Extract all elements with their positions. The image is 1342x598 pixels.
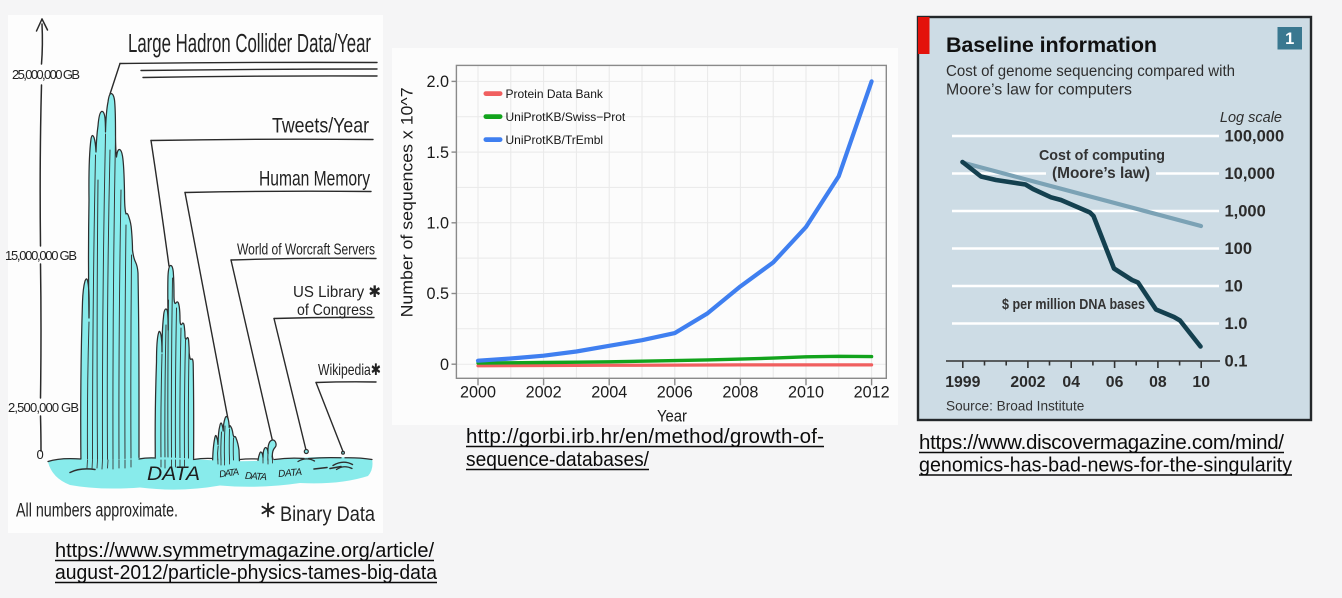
svg-text:https://www.discovermagazine.c: https://www.discovermagazine.com/mind/ [919,431,1284,454]
svg-text:2,500,000 GB: 2,500,000 GB [8,400,79,415]
svg-text:2006: 2006 [657,384,693,402]
svg-text:1: 1 [1285,30,1294,48]
svg-text:08: 08 [1149,374,1167,391]
svg-text:Protein Data Bank: Protein Data Bank [506,87,604,101]
svg-text:World of Worcraft Servers: World of Worcraft Servers [237,242,375,259]
svg-text:10: 10 [1192,374,1210,391]
svg-text:Tweets/Year: Tweets/Year [272,115,369,138]
svg-text:Human Memory: Human Memory [259,168,370,191]
svg-text:Log scale: Log scale [1220,110,1282,126]
svg-text:15,000,000 GB: 15,000,000 GB [5,248,77,263]
svg-text:25,000,000 GB: 25,000,000 GB [12,67,80,82]
svg-text:UniProtKB/Swiss−Prot: UniProtKB/Swiss−Prot [506,110,626,124]
svg-text:US Library ✱: US Library ✱ [293,284,381,301]
svg-text:Cost of genome sequencing comp: Cost of genome sequencing compared with [946,63,1235,80]
svg-text:Wikipedia✱: Wikipedia✱ [318,362,381,379]
svg-text:DATA: DATA [147,464,200,485]
svg-text:DATA: DATA [278,467,303,480]
svg-text:Moore’s law for computers: Moore’s law for computers [946,82,1132,99]
svg-text:DATA: DATA [219,467,240,481]
svg-text:of Congress: of Congress [297,302,373,319]
svg-text:Large Hadron Collider Data/Yea: Large Hadron Collider Data/Year [128,30,371,58]
svg-text:0.1: 0.1 [1225,353,1248,371]
svg-text:10: 10 [1225,278,1243,296]
svg-text:genomics-has-bad-news-for-the-: genomics-has-bad-news-for-the-singularit… [919,454,1293,477]
svg-text:Source: Broad Institute: Source: Broad Institute [946,399,1084,414]
svg-text:0.5: 0.5 [426,285,449,303]
svg-text:0: 0 [37,447,44,462]
svg-text:2010: 2010 [788,384,824,402]
svg-text:$ per million DNA bases: $ per million DNA bases [1002,297,1145,313]
svg-text:06: 06 [1106,374,1124,391]
svg-text:10,000: 10,000 [1225,165,1275,183]
svg-text:https://www.symmetrymagazine.o: https://www.symmetrymagazine.org/article… [55,540,434,562]
svg-text:sequence-databases/: sequence-databases/ [466,448,649,471]
svg-text:Binary Data: Binary Data [280,503,375,526]
svg-text:2004: 2004 [591,384,627,402]
svg-text:http://gorbi.irb.hr/en/method/: http://gorbi.irb.hr/en/method/growth-of- [466,425,824,448]
svg-text:2012: 2012 [854,384,890,402]
svg-text:1.0: 1.0 [1225,315,1248,333]
svg-text:2.0: 2.0 [426,73,449,91]
svg-text:2000: 2000 [460,384,496,402]
svg-text:2008: 2008 [722,384,758,402]
svg-text:Baseline information: Baseline information [946,33,1157,57]
svg-text:100,000: 100,000 [1225,128,1285,146]
svg-text:Cost of computing: Cost of computing [1039,147,1165,164]
svg-text:Number of sequences x 10^7: Number of sequences x 10^7 [398,87,417,317]
svg-text:august-2012/particle-physics-t: august-2012/particle-physics-tames-big-d… [55,562,438,584]
svg-text:1999: 1999 [945,374,980,391]
svg-text:1,000: 1,000 [1225,203,1266,221]
svg-text:Year: Year [657,408,688,426]
svg-text:(Moore’s law): (Moore’s law) [1052,165,1150,182]
svg-text:DATA: DATA [245,471,268,484]
svg-text:UniProtKB/TrEmbl: UniProtKB/TrEmbl [506,133,604,147]
svg-text:1.5: 1.5 [426,144,449,162]
svg-text:2002: 2002 [1010,374,1045,391]
svg-text:2002: 2002 [526,384,562,402]
svg-text:All numbers approximate.: All numbers approximate. [16,501,178,522]
svg-text:100: 100 [1225,240,1253,258]
svg-text:0: 0 [440,356,449,374]
svg-text:04: 04 [1062,374,1080,391]
svg-text:1.0: 1.0 [426,215,449,233]
